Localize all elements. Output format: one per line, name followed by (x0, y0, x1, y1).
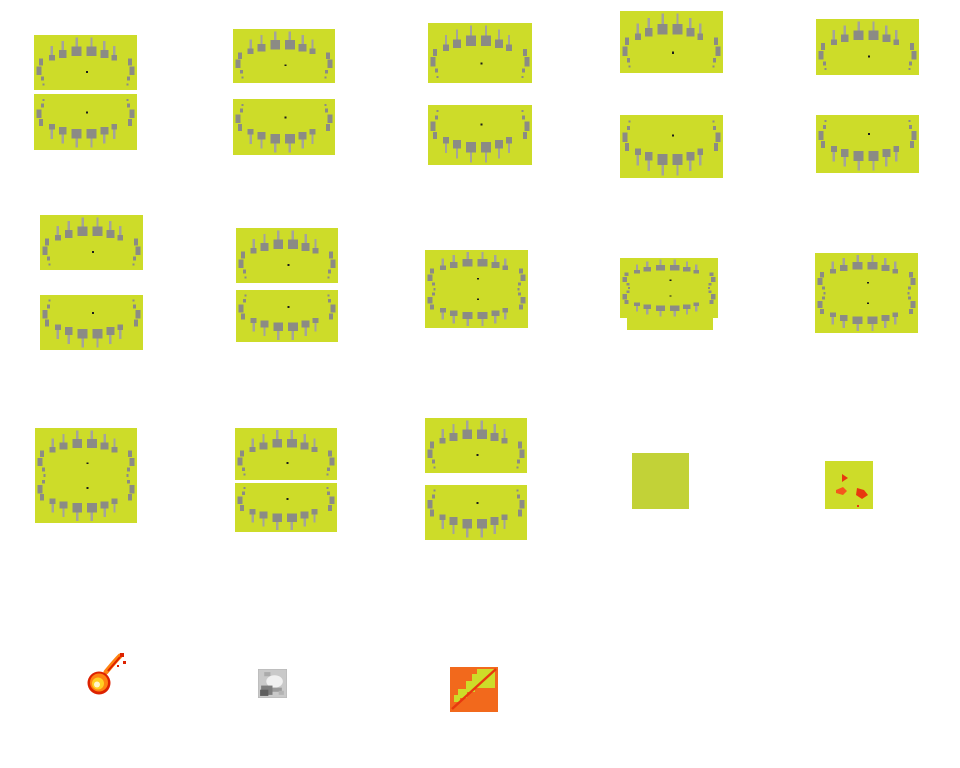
lower-arch-r1c4 (620, 115, 723, 178)
upper-arch-r2c2 (236, 228, 338, 283)
impact-spots-r3c5 (825, 461, 873, 509)
lower-arch-r1c2 (233, 99, 335, 155)
full-mouth-r2c3 (425, 250, 528, 328)
lower-arch-r3c3 (425, 485, 527, 540)
lower-arch-r1c5 (816, 115, 919, 173)
grayscale-photo-sprite (258, 669, 287, 698)
blank-tile-r3c4 (632, 453, 689, 509)
lower-arch-r1c1 (34, 94, 137, 150)
full-mouth-r2c4 (620, 258, 718, 318)
lower-arch-r3c2 (235, 483, 337, 532)
upper-arch-r2c1 (40, 215, 143, 270)
upper-arch-r1c2 (233, 29, 335, 83)
upper-arch-r1c5 (816, 19, 919, 75)
full-mouth-r3c1 (35, 428, 137, 523)
lower-arch-r1c3 (428, 105, 532, 165)
upper-arch-r1c3 (428, 23, 532, 83)
upper-arch-r3c3 (425, 418, 527, 473)
lower-arch-r2c2 (236, 290, 338, 342)
lower-arch-r2c1 (40, 295, 143, 350)
upper-arch-r1c4 (620, 11, 723, 73)
diagonal-chart-sprite (450, 667, 498, 712)
upper-arch-r1c1 (34, 35, 137, 90)
upper-arch-r3c2 (235, 428, 337, 480)
fireball-sprite (84, 652, 126, 698)
full-mouth-r2c5 (815, 253, 918, 333)
